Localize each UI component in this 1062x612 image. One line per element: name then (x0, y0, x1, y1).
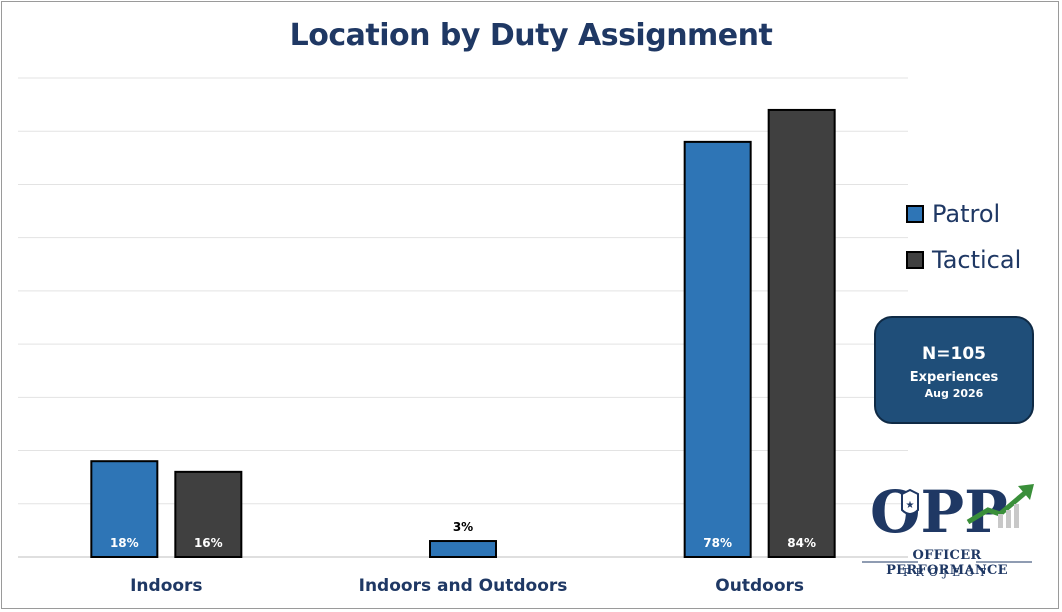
bar-patrol-indoors-and-outdoors (429, 540, 497, 558)
data-label: 78% (703, 536, 732, 550)
growth-arrow-icon (966, 484, 1034, 528)
x-tick-label: Indoors (130, 576, 202, 596)
sample-size-label: N=105 (922, 344, 986, 364)
bars (90, 108, 836, 559)
bar-patrol-outdoors (683, 140, 752, 558)
logo-name-line2: PROJECT (903, 566, 991, 579)
data-labels: 18% 16% 3% 78% 84% (110, 520, 816, 550)
data-label: 84% (787, 536, 816, 550)
legend-swatch-tactical (906, 251, 924, 269)
data-label: 16% (194, 536, 223, 550)
gridlines (18, 77, 908, 558)
data-label: 18% (110, 536, 139, 550)
bar-tactical-outdoors (767, 108, 836, 559)
police-badge-icon: ★ (901, 488, 919, 515)
experiences-label: Experiences (909, 370, 999, 385)
x-tick-label: Outdoors (715, 576, 804, 596)
legend-item-patrol: Patrol (906, 200, 1000, 228)
bar-tactical-indoors (174, 470, 243, 559)
logo-name-line1: OFFICER PERFORMANCE (886, 548, 1008, 578)
x-tick-label: Indoors and Outdoors (359, 576, 568, 596)
legend-label-patrol: Patrol (932, 200, 1001, 228)
svg-text:★: ★ (906, 500, 915, 511)
legend-swatch-patrol (906, 205, 924, 223)
date-label: Aug 2026 (924, 387, 984, 400)
sample-size-box: N=105 Experiences Aug 2026 (874, 316, 1034, 424)
x-tick-labels: Indoors Indoors and Outdoors Outdoors (130, 576, 804, 596)
legend-label-tactical: Tactical (932, 246, 1022, 274)
chart-title: Location by Duty Assignment (289, 18, 773, 53)
legend-item-tactical: Tactical (906, 246, 1021, 274)
opp-logo: OPP ★ (862, 478, 1034, 563)
data-label: 3% (453, 520, 473, 534)
bar-patrol-indoors (90, 460, 159, 559)
